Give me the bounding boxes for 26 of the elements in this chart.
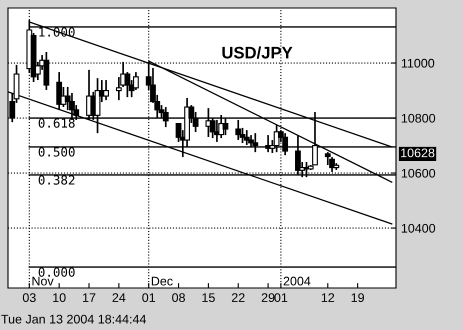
text: USD/JPY — [222, 46, 292, 59]
x-tick-label: 29 — [262, 293, 274, 302]
text: 10628 — [401, 148, 434, 158]
x-tick-label: 17 — [83, 293, 96, 302]
ref-line-label: Dec — [152, 276, 173, 286]
annotation: 0.382 — [38, 175, 74, 185]
x-tick-label: 19 — [352, 293, 364, 302]
text: Tue Jan 13 2004 18:44:44 — [1, 314, 146, 324]
y-tick-label: 10400 — [402, 224, 436, 233]
ref-line-label: Nov — [32, 276, 54, 286]
x-tick-label: 12 — [322, 293, 334, 302]
x-tick-label: 22 — [232, 293, 245, 302]
annotation: 0.618 — [38, 118, 75, 128]
x-tick-label: 15 — [202, 293, 215, 302]
x-tick-label: 10 — [53, 293, 66, 302]
annotation: 0.000 — [38, 267, 75, 277]
y-tick-label: 10600 — [402, 168, 436, 178]
x-tick-label: 03 — [22, 293, 36, 302]
annotation: 0.500 — [38, 147, 75, 157]
y-tick-label: 10800 — [402, 114, 436, 123]
x-tick-label: 08 — [172, 293, 185, 302]
x-tick-label: 24 — [112, 293, 126, 302]
y-tick-label: 11000 — [402, 58, 434, 68]
x-tick-label: 01 — [274, 293, 288, 302]
x-tick-label: 01 — [142, 293, 156, 302]
ref-line-label: 2004 — [284, 276, 310, 286]
